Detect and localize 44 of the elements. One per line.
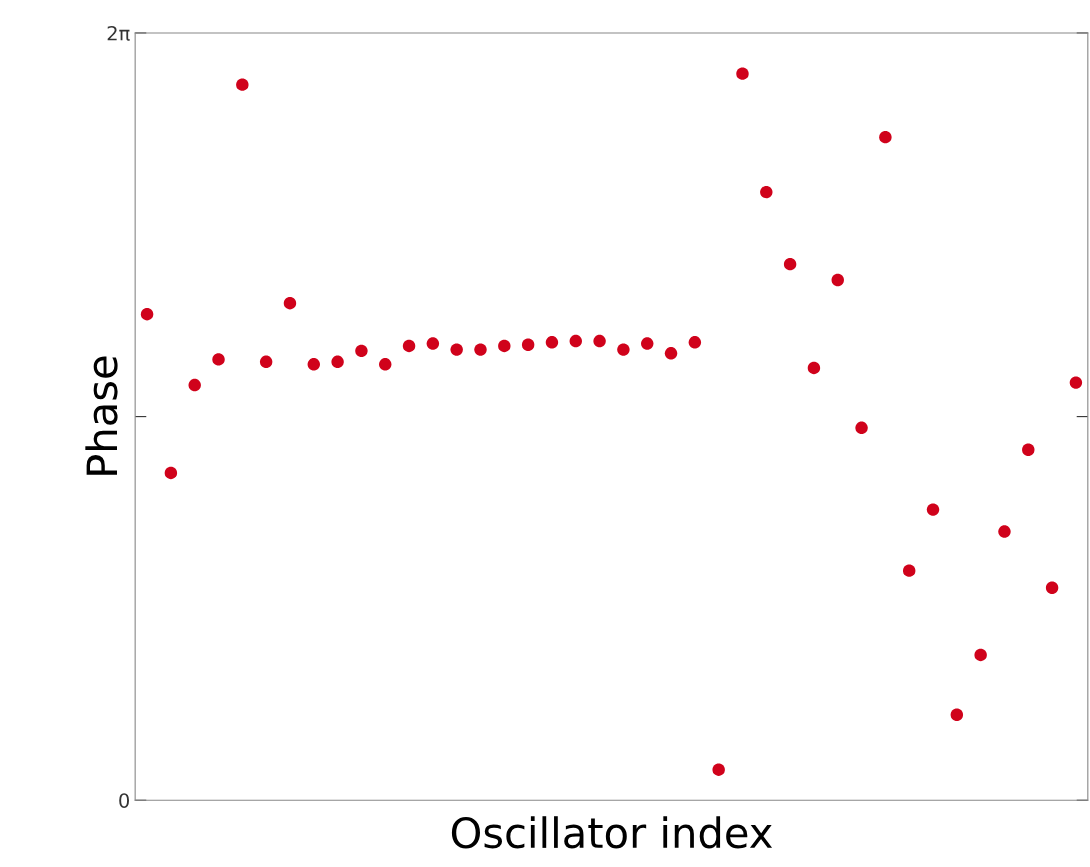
point — [688, 336, 702, 349]
point — [760, 185, 773, 199]
point — [236, 78, 249, 91]
point — [450, 343, 463, 356]
point — [593, 334, 606, 348]
point — [736, 67, 749, 80]
y-tick-label: 0 — [119, 793, 130, 808]
point — [402, 339, 416, 353]
point — [331, 355, 344, 369]
point — [498, 339, 511, 353]
point — [307, 358, 320, 371]
x-axis-title: Oscillator index — [451, 816, 773, 849]
point — [1045, 581, 1059, 594]
point — [259, 355, 273, 369]
point — [1022, 443, 1035, 456]
point — [974, 648, 987, 662]
point — [521, 338, 535, 351]
y-axis-title: Phase — [85, 356, 118, 475]
point — [950, 708, 964, 721]
point — [926, 503, 940, 516]
point — [379, 358, 392, 371]
point — [712, 763, 725, 776]
point — [807, 361, 821, 375]
point — [426, 337, 440, 350]
point — [164, 466, 178, 480]
point — [569, 334, 582, 348]
point — [855, 421, 868, 434]
point — [212, 353, 225, 366]
point — [902, 564, 916, 577]
point — [545, 336, 559, 349]
point — [783, 257, 797, 271]
y-tick-label: 2π — [107, 25, 130, 41]
point — [1069, 376, 1083, 389]
point — [998, 525, 1011, 538]
point — [474, 343, 487, 356]
point — [664, 347, 678, 360]
point — [831, 273, 844, 287]
point — [140, 308, 154, 321]
point — [355, 344, 368, 358]
point — [283, 297, 297, 310]
point — [641, 337, 654, 350]
point — [617, 343, 630, 356]
point — [879, 130, 892, 144]
point — [188, 378, 201, 392]
